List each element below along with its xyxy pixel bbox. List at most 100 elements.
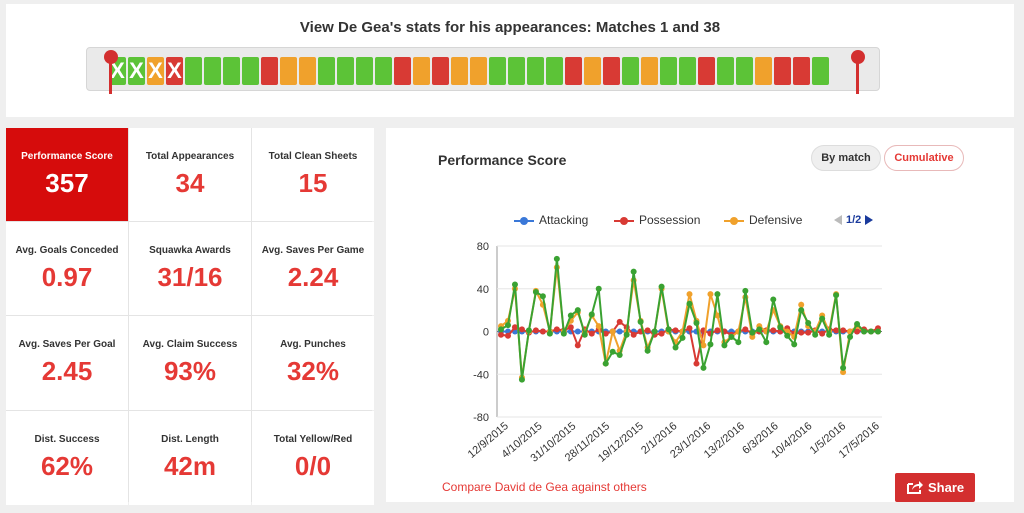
stat-card[interactable]: Total Appearances 34 (129, 128, 251, 221)
data-point (595, 285, 602, 292)
match-block[interactable] (793, 57, 810, 85)
match-block[interactable] (622, 57, 639, 85)
data-point (700, 364, 707, 371)
match-block[interactable] (527, 57, 544, 85)
stat-value: 357 (45, 168, 89, 198)
stat-label: Avg. Claim Success (142, 339, 238, 350)
cumulative-button[interactable]: Cumulative (884, 145, 964, 171)
stat-card[interactable]: Avg. Saves Per Game 2.24 (252, 222, 374, 315)
data-point (805, 329, 812, 336)
legend-possession[interactable]: Possession (614, 213, 700, 227)
stat-card[interactable]: Dist. Length 42m (129, 411, 251, 505)
match-block[interactable] (489, 57, 506, 85)
stat-label: Total Clean Sheets (268, 151, 358, 162)
match-block[interactable]: X (166, 57, 183, 85)
match-block[interactable] (318, 57, 335, 85)
data-point (560, 330, 567, 337)
match-block[interactable] (432, 57, 449, 85)
legend-possession-label: Possession (639, 213, 701, 227)
match-block[interactable] (755, 57, 772, 85)
stat-card[interactable]: Avg. Saves Per Goal 2.45 (6, 316, 128, 410)
match-block[interactable] (565, 57, 582, 85)
next-page-icon[interactable] (865, 215, 874, 226)
match-block[interactable] (451, 57, 468, 85)
data-point (742, 287, 749, 294)
stat-card[interactable]: Dist. Success 62% (6, 411, 128, 505)
match-block[interactable] (679, 57, 696, 85)
data-point (833, 327, 840, 334)
data-point (595, 323, 602, 330)
data-point (791, 341, 798, 348)
match-block[interactable] (375, 57, 392, 85)
excluded-mark: X (167, 58, 182, 83)
match-block[interactable] (641, 57, 658, 85)
legend-defensive[interactable]: Defensive (724, 213, 802, 227)
range-end-handle[interactable] (851, 50, 865, 94)
match-block[interactable] (603, 57, 620, 85)
stat-card[interactable]: Performance Score 357 (6, 128, 128, 221)
stat-card[interactable]: Avg. Goals Conceded 0.97 (6, 222, 128, 315)
range-start-handle[interactable] (104, 50, 118, 94)
stat-value: 34 (175, 168, 205, 198)
match-block[interactable] (394, 57, 411, 85)
match-block[interactable] (242, 57, 259, 85)
data-point (686, 325, 693, 332)
data-point (644, 347, 651, 354)
match-block[interactable] (698, 57, 715, 85)
stat-card[interactable]: Total Yellow/Red 0/0 (252, 411, 374, 505)
stat-value: 2.45 (41, 356, 93, 386)
match-block[interactable] (299, 57, 316, 85)
match-block[interactable]: X (128, 57, 145, 85)
match-block[interactable]: X (109, 57, 126, 85)
data-point (693, 360, 700, 367)
stat-card[interactable]: Avg. Claim Success 93% (129, 316, 251, 410)
data-point (658, 330, 665, 337)
stat-value: 2.24 (287, 262, 339, 292)
data-point (658, 283, 665, 290)
match-block[interactable] (812, 57, 829, 85)
match-block[interactable] (356, 57, 373, 85)
stat-value: 0.97 (41, 262, 93, 292)
data-point (861, 328, 868, 335)
data-point (875, 328, 881, 335)
match-block[interactable] (413, 57, 430, 85)
match-block[interactable] (337, 57, 354, 85)
previous-page-icon[interactable] (834, 215, 842, 226)
share-button[interactable]: Share (895, 473, 975, 502)
stat-card[interactable]: Total Clean Sheets 15 (252, 128, 374, 221)
data-point (798, 307, 805, 314)
legend-attacking[interactable]: Attacking (514, 213, 588, 227)
data-point (532, 288, 539, 295)
match-block[interactable]: X (147, 57, 164, 85)
match-block[interactable] (223, 57, 240, 85)
data-point (553, 326, 560, 333)
match-block[interactable] (584, 57, 601, 85)
data-point (721, 342, 728, 349)
match-block[interactable] (660, 57, 677, 85)
stat-card[interactable]: Avg. Punches 32% (252, 316, 374, 410)
match-block[interactable] (185, 57, 202, 85)
stat-value: 15 (298, 168, 328, 198)
match-block[interactable] (508, 57, 525, 85)
match-block[interactable] (717, 57, 734, 85)
data-point (644, 327, 651, 334)
share-icon (907, 481, 923, 494)
match-block[interactable] (470, 57, 487, 85)
stat-value: 32% (286, 356, 340, 386)
data-point (504, 322, 511, 329)
match-block[interactable] (774, 57, 791, 85)
match-block[interactable] (546, 57, 563, 85)
y-tick-label: 40 (477, 284, 489, 296)
match-block[interactable] (280, 57, 297, 85)
match-block[interactable] (261, 57, 278, 85)
match-block[interactable] (204, 57, 221, 85)
compare-link[interactable]: Compare David de Gea against others (442, 480, 647, 494)
stat-label: Total Yellow/Red (273, 434, 353, 445)
stat-card[interactable]: Squawka Awards 31/16 (129, 222, 251, 315)
by-match-button[interactable]: By match (811, 145, 881, 171)
data-point (602, 360, 609, 367)
data-point (840, 369, 847, 376)
data-point (819, 315, 826, 322)
match-block[interactable] (736, 57, 753, 85)
